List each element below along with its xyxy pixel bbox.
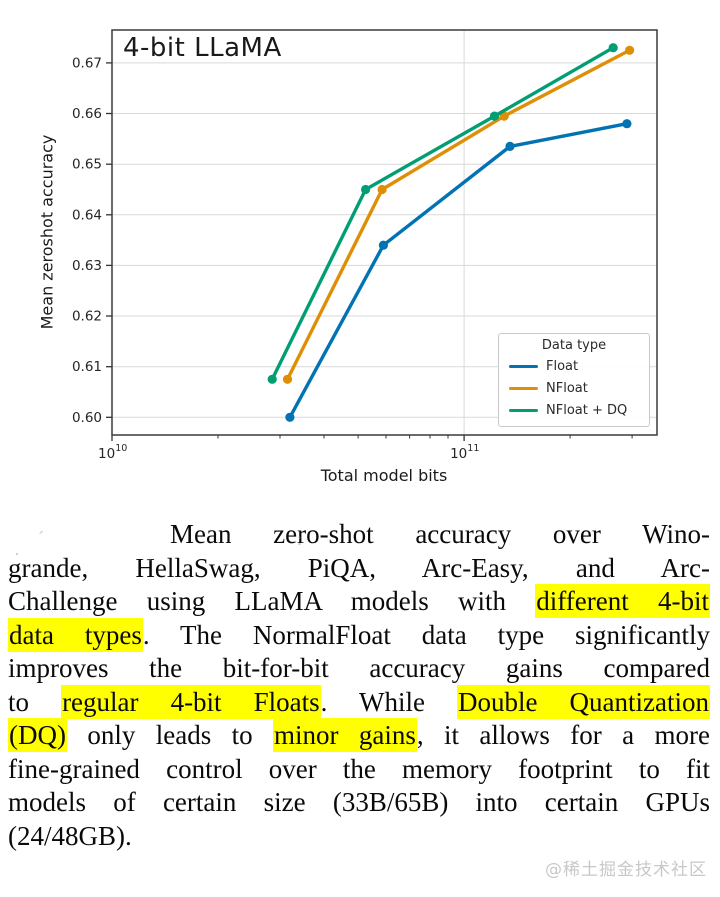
x-tick-label: 1010 [98,443,127,462]
legend-entry-float: Float [499,355,649,377]
chart-legend: Data type Float NFloat NFloat + DQ [498,333,650,427]
caption-line: (DQ) only leads to minor gains, it allow… [8,718,710,753]
y-tick-label: 0.61 [72,359,102,375]
data-point-nfloat [625,45,635,55]
erased-text-artifact: ˊ [38,528,44,548]
y-axis-label: Mean zeroshot accuracy [37,134,57,330]
caption-line: Mean zero-shot accuracy over Wino- [8,518,710,552]
caption-line: fine-grained control over the memory foo… [8,753,710,787]
caption-line: Challenge using LLaMA models with differ… [8,584,710,619]
figure-caption: · ˊ - : Mean zero-shot accuracy over Win… [8,518,710,853]
y-tick-label: 0.64 [72,207,102,223]
caption-text: grande, HellaSwag, PiQA, Arc-Easy, and A… [8,552,710,583]
caption-highlight: minor gains [273,718,417,752]
data-point-float [378,240,388,250]
legend-line-swatch-float [509,364,538,368]
data-point-nfloat [499,111,509,121]
caption-text: fine-grained control over the memory foo… [8,753,710,784]
caption-highlight: different 4-bit [535,584,710,618]
caption-highlight: data types [8,617,143,652]
caption-line: data types. The NormalFloat data type si… [8,617,710,653]
caption-text: models of certain size (33B/65B) into ce… [8,787,710,817]
legend-label-float: Float [546,358,579,374]
caption-text: only leads to [66,720,273,750]
series-line-nfloat [285,48,632,381]
data-point-float [505,141,515,151]
caption-text: . While [320,686,457,717]
caption-text: to [8,686,62,717]
y-tick-label: 0.60 [72,410,102,426]
legend-line-swatch-nfloat-dq [509,408,538,412]
y-tick-label: 0.62 [72,309,102,325]
plot-border [111,29,658,436]
caption-line: models of certain size (33B/65B) into ce… [8,786,710,820]
erased-text-artifact: : [297,529,303,549]
legend-entry-nfloat: NFloat [499,377,649,399]
data-point-nfloat-dq [361,184,371,195]
caption-highlight: regular 4-bit Floats [61,684,321,719]
chart-title: 4-bit LLaMA [123,33,282,63]
legend-label-nfloat-dq: NFloat + DQ [546,402,628,418]
data-point-nfloat [282,374,293,384]
caption-line: improves the bit-for-bit accuracy gains … [8,652,710,686]
caption-line: grande, HellaSwag, PiQA, Arc-Easy, and A… [8,552,710,586]
y-tick-label: 0.66 [72,106,102,122]
caption-text: Challenge using LLaMA models with [8,586,536,616]
caption-text: . The NormalFloat data type significantl… [142,619,710,650]
data-point-float [622,119,632,129]
caption-line: to regular 4-bit Floats. While Double Qu… [8,684,710,720]
chart-figure: 0.60 0.61 0.62 0.63 0.64 0.65 0.66 0.67 1010 1011… [37,29,658,485]
erased-text-artifact: · [14,544,20,564]
caption-line: (24/48GB). [8,820,710,854]
legend-label-nfloat: NFloat [546,380,588,396]
x-axis-label: Total model bits [320,466,448,485]
series-line-nfloat-dq [270,46,615,381]
series-line-float [288,121,629,419]
legend-entry-nfloat-dq: NFloat + DQ [499,399,649,421]
y-tick-label: 0.65 [72,157,102,173]
data-point-nfloat-dq [267,374,277,384]
caption-text-block: Mean zero-shot accuracy over Wino-grande… [8,518,710,853]
x-tick-label: 1011 [450,443,479,462]
erased-text-artifact: - [146,548,152,568]
caption-text: improves the bit-for-bit accuracy gains … [8,653,710,683]
caption-text: , it allows for a more [416,720,710,750]
caption-text: (24/48GB). [8,820,132,851]
data-point-float [285,412,295,422]
caption-highlight: Double Quantization [456,684,710,719]
legend-title: Data type [541,338,607,353]
caption-text: Mean zero-shot accuracy over Wino- [170,519,710,549]
legend-line-swatch-nfloat [509,386,538,390]
data-point-nfloat [377,184,387,195]
data-point-nfloat-dq [489,111,500,121]
y-tick-label: 0.67 [72,55,102,71]
watermark: @稀土掘金技术社区 [545,860,707,880]
y-tick-label: 0.63 [72,258,102,274]
caption-highlight: (DQ) [8,718,67,752]
chart-canvas: 0.60 0.61 0.62 0.63 0.64 0.65 0.66 0.67 1010 1011 [72,29,658,462]
data-point-nfloat-dq [608,43,618,53]
